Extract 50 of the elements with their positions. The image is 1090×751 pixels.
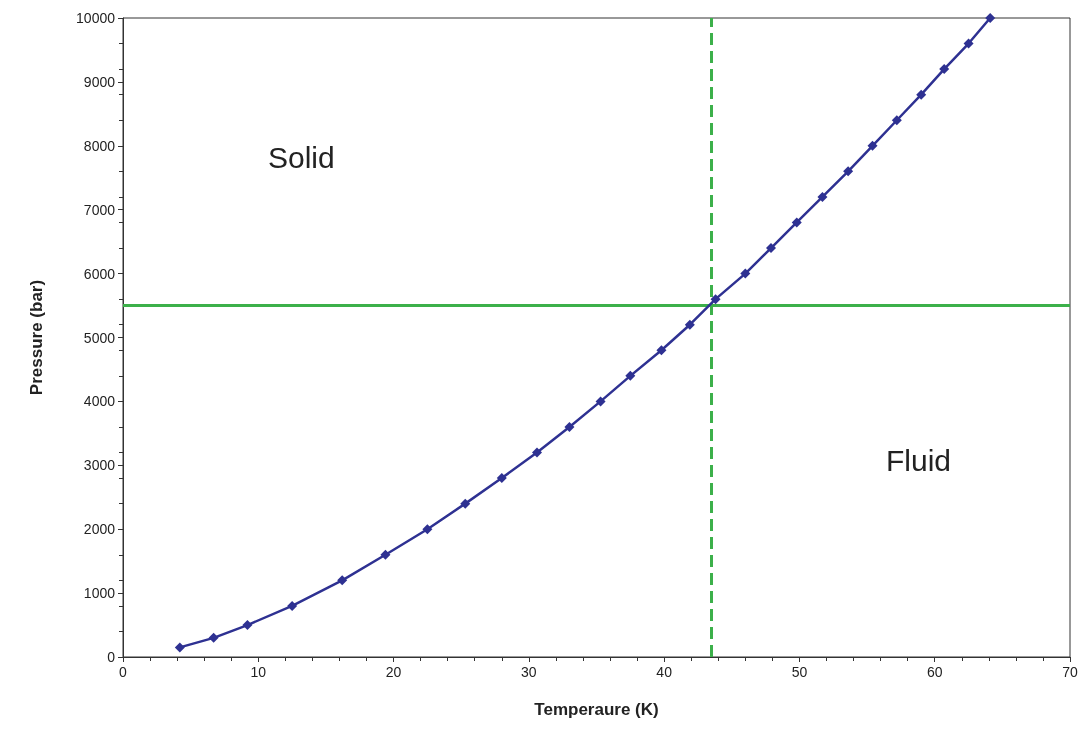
x-tick-label: 50 xyxy=(791,664,808,680)
y-tick-label: 9000 xyxy=(83,73,116,90)
y-tick-label: 1000 xyxy=(83,585,116,602)
point xyxy=(740,268,751,279)
point xyxy=(710,294,721,305)
y-tick-label: 2000 xyxy=(83,521,116,538)
annotation: Fluid xyxy=(886,443,952,477)
point xyxy=(208,632,219,643)
y-tick-label: 6000 xyxy=(83,265,116,282)
point xyxy=(625,370,636,381)
point xyxy=(422,524,433,535)
point xyxy=(174,642,185,653)
x-tick-label: 40 xyxy=(656,664,673,680)
point xyxy=(817,191,828,202)
x-tick-label: 30 xyxy=(521,664,537,680)
y-axis-title: Pressure (bar) xyxy=(27,279,46,396)
x-tick-label: 10 xyxy=(250,664,267,680)
y-tick-label: 8000 xyxy=(83,137,116,154)
point xyxy=(595,396,606,407)
point xyxy=(916,89,927,100)
point xyxy=(963,38,974,49)
point xyxy=(867,140,878,151)
point xyxy=(791,217,802,228)
x-tick-label: 70 xyxy=(1062,664,1078,680)
point xyxy=(496,473,507,484)
point xyxy=(843,166,854,177)
y-tick-label: 4000 xyxy=(83,393,116,410)
y-tick-label: 5000 xyxy=(83,329,116,346)
point xyxy=(531,447,542,458)
y-tick-label: 10000 xyxy=(76,10,116,26)
point xyxy=(380,549,391,560)
point xyxy=(766,243,777,254)
point xyxy=(656,345,667,356)
point xyxy=(337,575,348,586)
point xyxy=(242,620,253,631)
point xyxy=(939,64,950,75)
point xyxy=(985,13,996,23)
x-tick-label: 60 xyxy=(926,664,943,680)
y-tick-label: 0 xyxy=(107,649,116,665)
y-tick-label: 3000 xyxy=(83,457,116,474)
point xyxy=(287,600,298,611)
point xyxy=(564,421,575,432)
annotation: Solid xyxy=(268,140,335,174)
y-tick-label: 7000 xyxy=(83,201,116,218)
x-tick-label: 0 xyxy=(119,664,128,680)
point xyxy=(684,319,695,330)
point xyxy=(891,115,902,126)
x-tick-label: 20 xyxy=(385,664,402,680)
x-axis-title: Temperaure (K) xyxy=(534,700,659,719)
point xyxy=(460,498,471,509)
